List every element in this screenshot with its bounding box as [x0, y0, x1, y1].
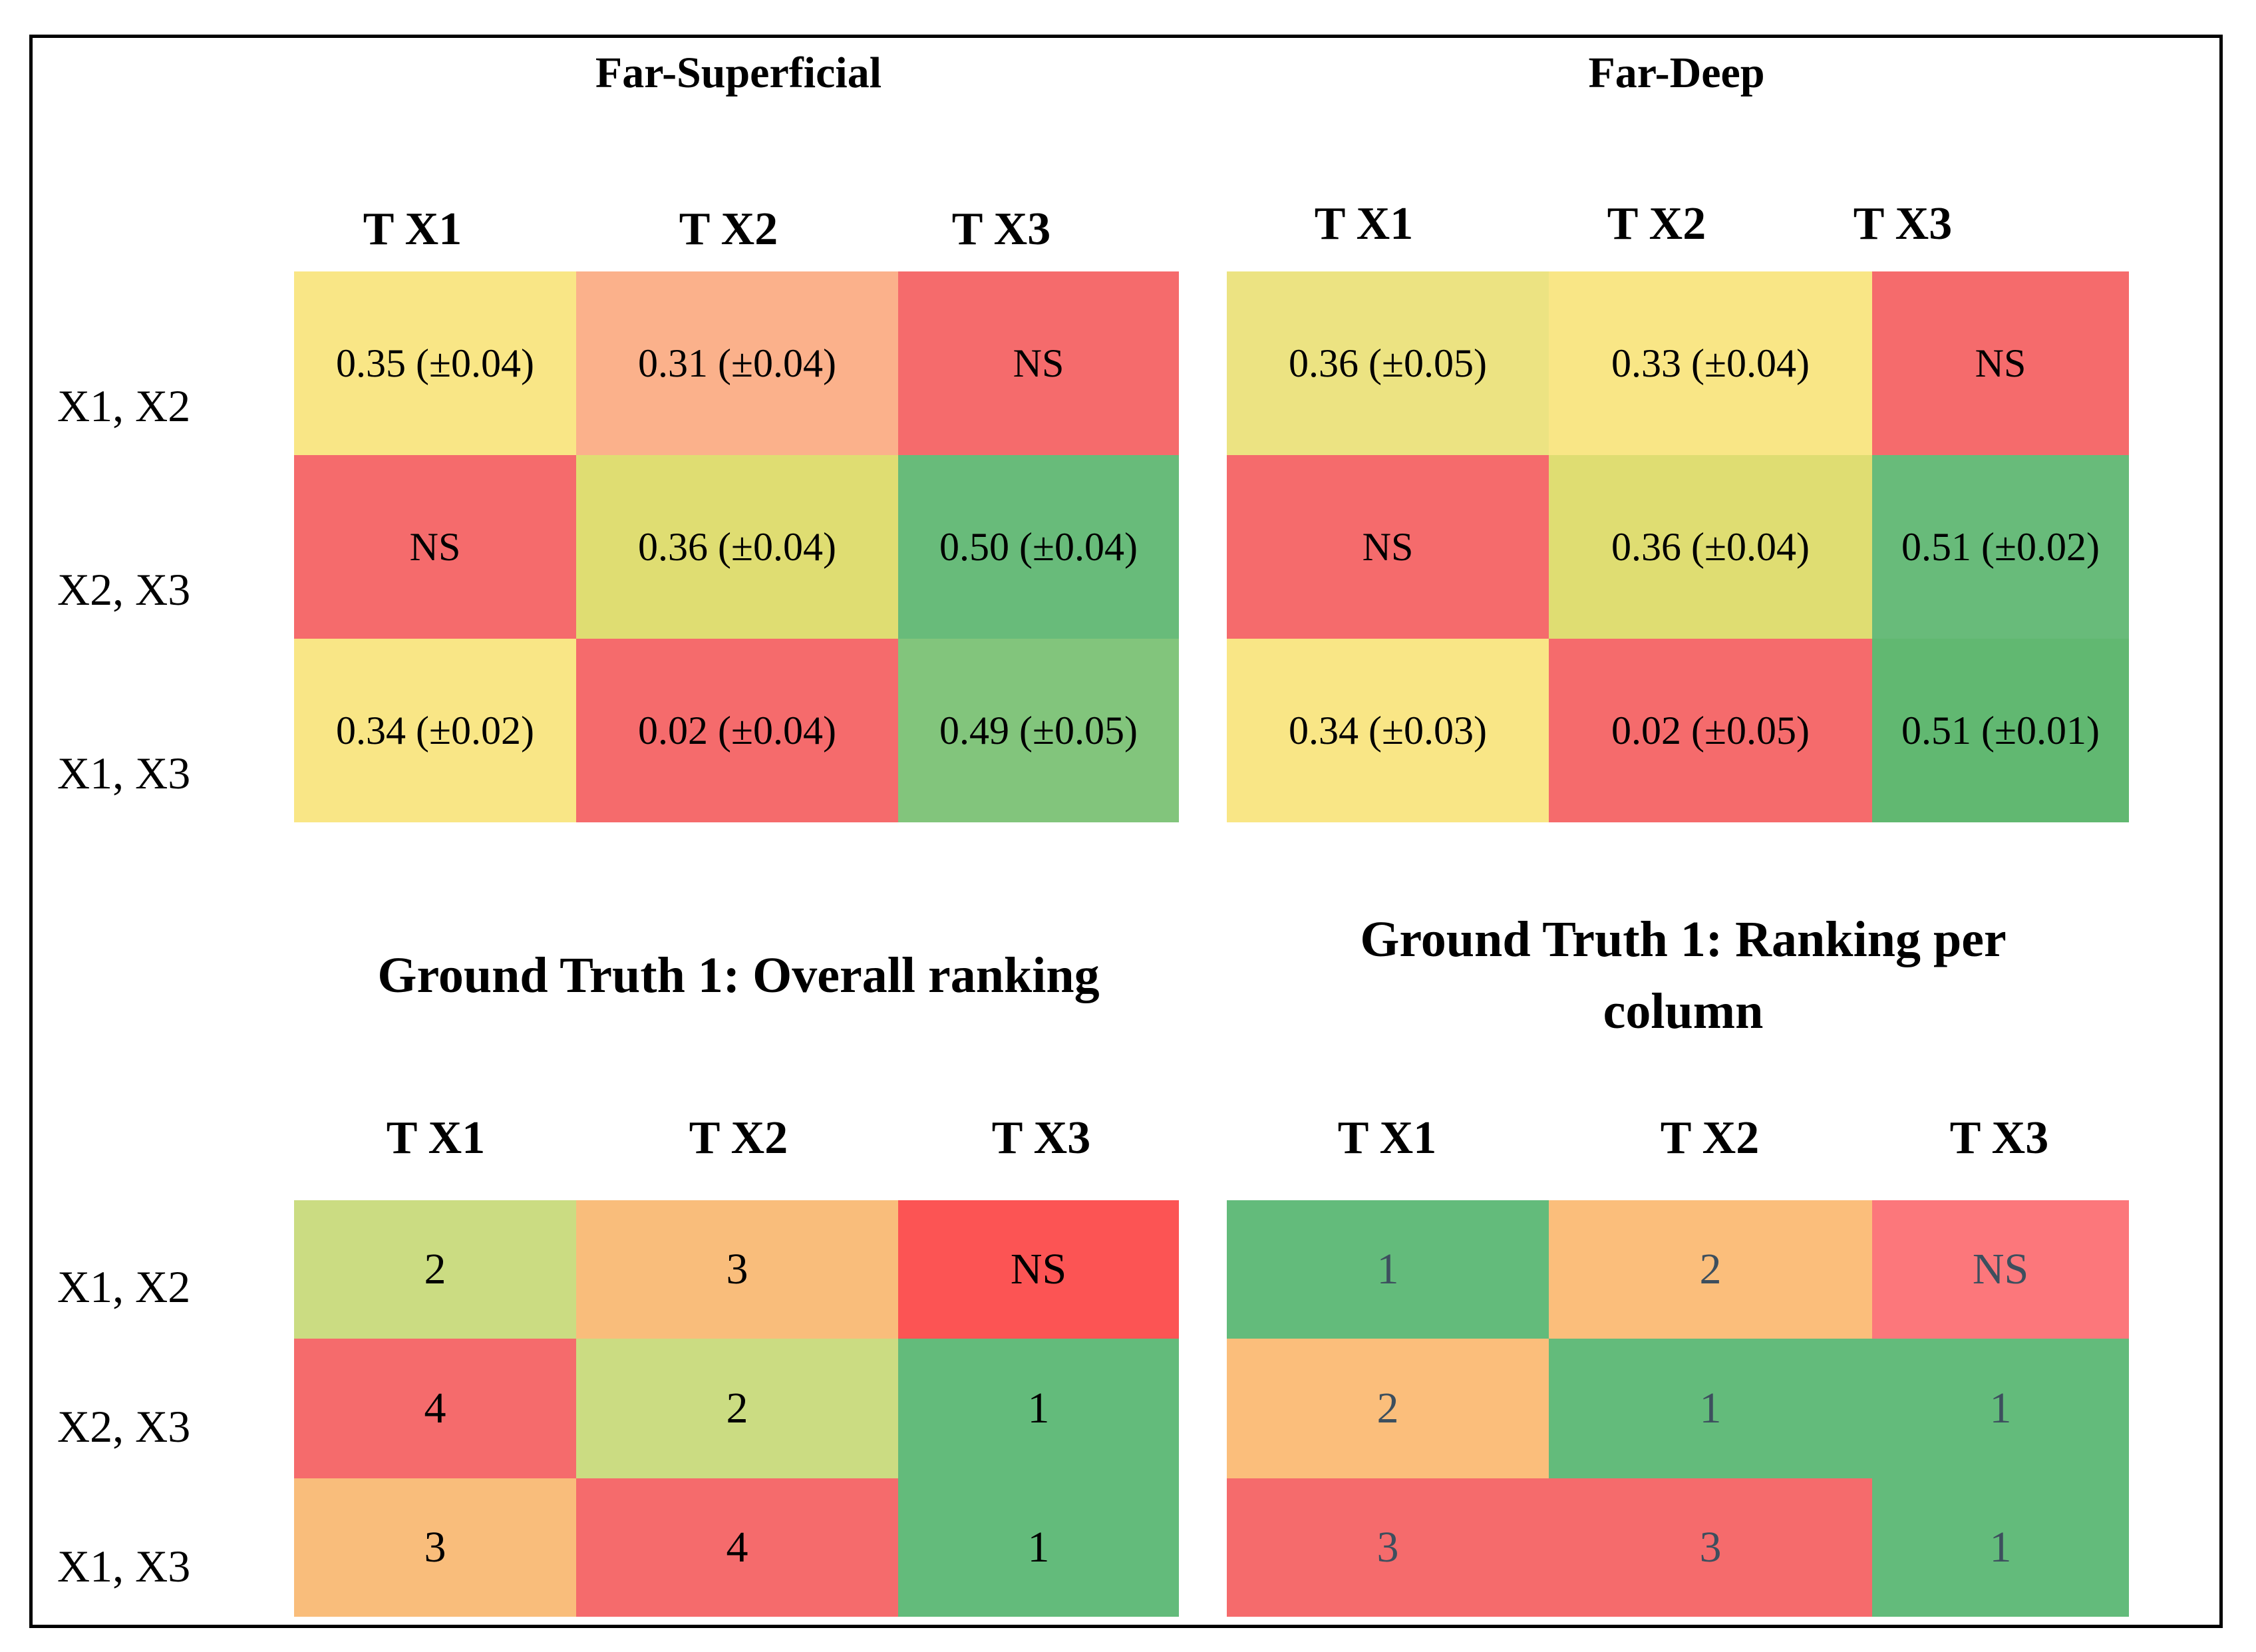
or-cell: 1 [898, 1339, 1179, 1478]
overall-ranking-grid: 2 3 NS 4 2 1 3 4 1 [294, 1200, 1179, 1617]
fd-cell: NS [1872, 271, 2129, 455]
fs-cell: 0.35 (±0.04) [294, 271, 576, 455]
fs-col-header-1: T X1 [363, 204, 462, 255]
or-row-label-2: X2, X3 [57, 1401, 191, 1452]
fs-cell: 0.50 (±0.04) [898, 455, 1179, 639]
fs-cell: 0.36 (±0.04) [576, 455, 898, 639]
ranking-per-column-grid: 1 2 NS 2 1 1 3 3 1 [1227, 1200, 2129, 1617]
rpc-col-header-1: T X1 [1337, 1112, 1437, 1164]
fs-row-label-3: X1, X3 [57, 748, 191, 798]
or-cell: 1 [898, 1478, 1179, 1617]
fd-col-header-2: T X2 [1607, 198, 1706, 249]
fs-col-header-3: T X3 [951, 204, 1051, 255]
ranking-per-column-title-line1: Ground Truth 1: Ranking per [1360, 911, 2007, 967]
or-row-label-1: X1, X2 [57, 1261, 191, 1312]
fd-cell: 0.36 (±0.04) [1549, 455, 1872, 639]
fs-row-label-1: X1, X2 [57, 381, 191, 431]
rpc-cell: 1 [1227, 1200, 1549, 1339]
fd-cell: 0.36 (±0.05) [1227, 271, 1549, 455]
fd-col-header-3: T X3 [1853, 198, 1953, 249]
far-deep-title: Far-Deep [1588, 49, 1765, 97]
or-col-header-3: T X3 [991, 1112, 1091, 1164]
fs-col-header-2: T X2 [679, 204, 778, 255]
or-cell: 2 [576, 1339, 898, 1478]
far-deep-grid: 0.36 (±0.05) 0.33 (±0.04) NS NS 0.36 (±0… [1227, 271, 2129, 822]
fd-cell: NS [1227, 455, 1549, 639]
far-superficial-grid: 0.35 (±0.04) 0.31 (±0.04) NS NS 0.36 (±0… [294, 271, 1179, 822]
rpc-col-header-2: T X2 [1660, 1112, 1760, 1164]
fd-cell: 0.33 (±0.04) [1549, 271, 1872, 455]
or-cell: 4 [294, 1339, 576, 1478]
fs-row-label-2: X2, X3 [57, 564, 191, 615]
fs-cell: NS [294, 455, 576, 639]
or-cell: 3 [294, 1478, 576, 1617]
fs-cell: 0.34 (±0.02) [294, 639, 576, 822]
figure-frame [29, 35, 2223, 1628]
or-col-header-2: T X2 [689, 1112, 788, 1164]
rpc-cell: 1 [1872, 1339, 2129, 1478]
fd-cell: 0.02 (±0.05) [1549, 639, 1872, 822]
or-row-label-3: X1, X3 [57, 1541, 191, 1591]
rpc-cell: 3 [1227, 1478, 1549, 1617]
rpc-cell: NS [1872, 1200, 2129, 1339]
far-superficial-title: Far-Superficial [595, 49, 882, 97]
fd-col-header-1: T X1 [1314, 198, 1414, 249]
fs-cell: NS [898, 271, 1179, 455]
overall-ranking-title: Ground Truth 1: Overall ranking [377, 947, 1100, 1003]
rpc-cell: 2 [1549, 1200, 1872, 1339]
fd-cell: 0.51 (±0.01) [1872, 639, 2129, 822]
ranking-per-column-title-line2: column [1603, 983, 1764, 1039]
or-cell: 4 [576, 1478, 898, 1617]
fd-cell: 0.51 (±0.02) [1872, 455, 2129, 639]
or-cell: 2 [294, 1200, 576, 1339]
fd-cell: 0.34 (±0.03) [1227, 639, 1549, 822]
or-cell: 3 [576, 1200, 898, 1339]
fs-cell: 0.31 (±0.04) [576, 271, 898, 455]
fs-cell: 0.49 (±0.05) [898, 639, 1179, 822]
rpc-cell: 2 [1227, 1339, 1549, 1478]
rpc-col-header-3: T X3 [1949, 1112, 2049, 1164]
rpc-cell: 1 [1872, 1478, 2129, 1617]
fs-cell: 0.02 (±0.04) [576, 639, 898, 822]
rpc-cell: 1 [1549, 1339, 1872, 1478]
or-col-header-1: T X1 [386, 1112, 486, 1164]
or-cell: NS [898, 1200, 1179, 1339]
rpc-cell: 3 [1549, 1478, 1872, 1617]
